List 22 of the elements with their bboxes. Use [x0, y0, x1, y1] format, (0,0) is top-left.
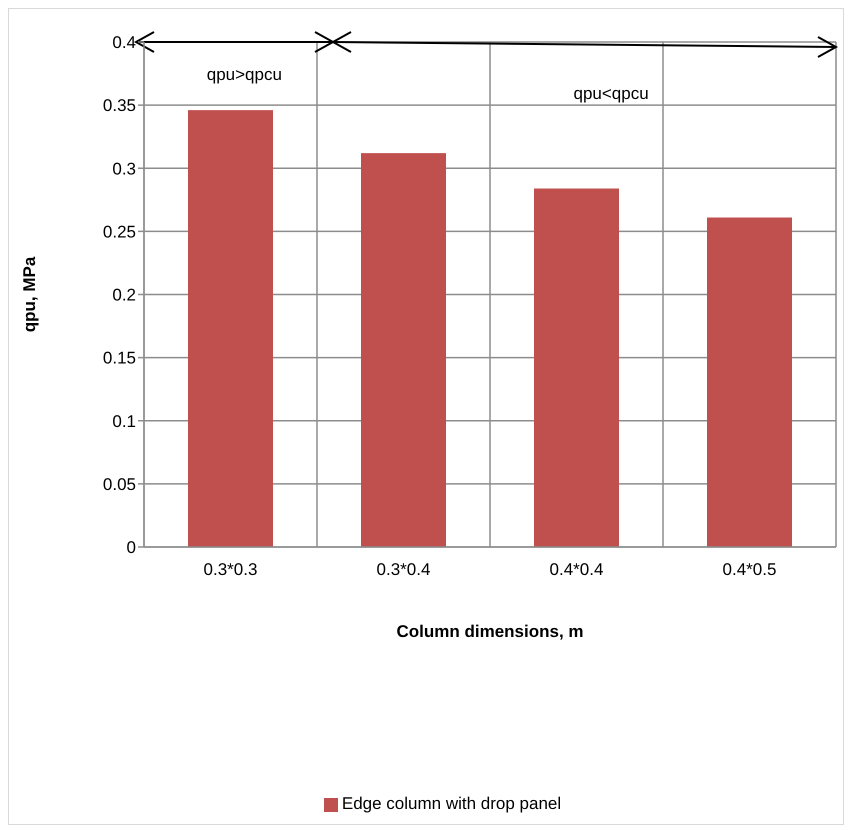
legend-label: Edge column with drop panel — [342, 794, 562, 813]
x-tick-label: 0.3*0.4 — [376, 560, 430, 580]
y-tick-label: 0.1 — [112, 412, 136, 431]
y-tick-label: 0.2 — [112, 286, 136, 305]
y-tick-label: 0.4 — [112, 33, 136, 52]
bar — [707, 217, 792, 547]
y-axis-title: qpu, MPa — [20, 256, 40, 332]
bar — [534, 188, 619, 547]
x-axis-title: Column dimensions, m — [396, 622, 584, 641]
bar — [188, 110, 273, 547]
y-tick-label: 0.3 — [112, 159, 136, 178]
annotation: qpu<qpcu — [574, 84, 649, 103]
y-tick-label: 0.15 — [102, 348, 136, 368]
y-tick-label: 0 — [126, 538, 136, 558]
x-tick-label: 0.4*0.4 — [550, 560, 604, 580]
x-tick-label: 0.3*0.3 — [204, 560, 258, 580]
y-tick-label: 0.25 — [102, 222, 136, 242]
annotation: qpu>qpcu — [206, 65, 282, 84]
y-tick-label: 0.35 — [102, 96, 136, 116]
y-tick-label: 0.05 — [102, 474, 136, 494]
bar — [361, 153, 446, 547]
x-tick-label: 0.4*0.5 — [722, 560, 776, 580]
